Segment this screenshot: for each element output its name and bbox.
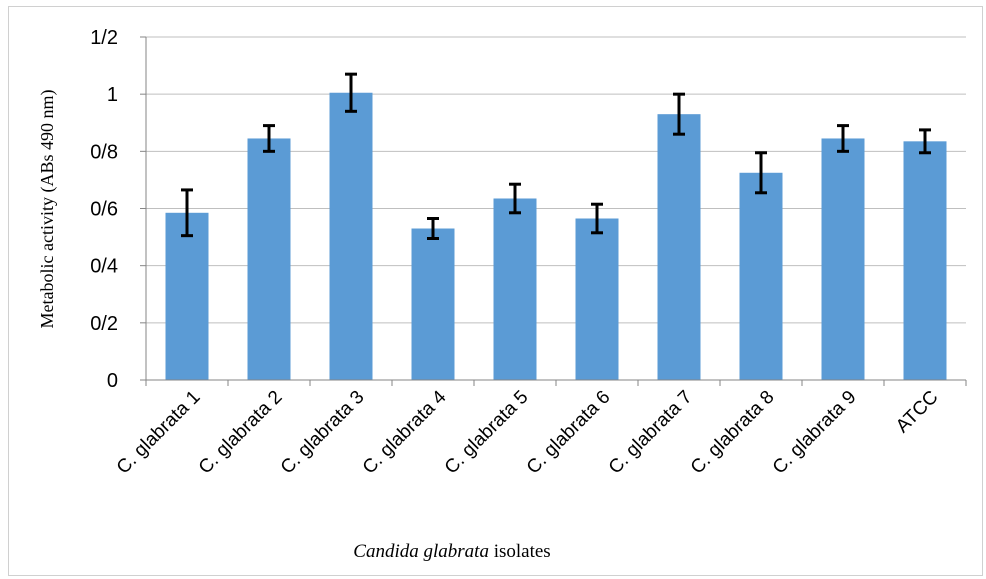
x-tick-label: ATCC [892,387,942,437]
bar [247,138,291,380]
error-bar [263,124,275,153]
y-tick-label: 0/6 [90,199,118,221]
x-tick-label: C. glabrata 5 [441,387,533,479]
x-axis-title-rest: isolates [489,541,551,562]
bar [411,228,455,380]
error-bar [673,92,685,136]
bar [657,114,701,381]
y-tick-label: 1/2 [90,27,118,49]
error-bar [427,217,439,241]
y-tick-label: 0 [107,370,118,392]
y-tick-label: 1 [107,84,118,106]
bar [821,138,865,380]
error-bar [345,72,357,113]
bar [329,92,373,381]
bar [493,198,537,380]
bars [165,92,947,381]
error-bar [181,188,193,238]
x-tick-label: C. glabrata 9 [769,387,861,479]
x-tick-label: C. glabrata 3 [277,387,369,479]
x-tick-label: C. glabrata 1 [113,387,205,479]
x-axis-title: Candida glabrata isolates [353,541,550,562]
bar [739,172,783,380]
error-bar [919,128,931,155]
error-bar [591,202,603,235]
x-tick-label: C. glabrata 4 [359,386,451,478]
x-axis-title-italic: Candida glabrata [353,541,489,562]
bar [575,218,619,380]
bar [165,212,209,380]
error-bar [837,124,849,153]
y-axis-title: Metabolic activity (ABs 490 nm) [37,90,58,329]
y-tick-label: 0/2 [90,313,118,335]
y-tick-label: 0/4 [90,256,118,278]
bar [903,141,947,380]
error-bar [755,151,767,195]
axes [140,36,967,386]
x-tick-label: C. glabrata 7 [605,387,697,479]
x-tick-label: C. glabrata 2 [195,387,287,479]
x-tick-label: C. glabrata 6 [523,387,615,479]
error-bar [509,182,521,215]
x-tick-label: C. glabrata 8 [687,387,779,479]
y-tick-label: 0/8 [90,141,118,163]
error-bars [181,72,931,241]
